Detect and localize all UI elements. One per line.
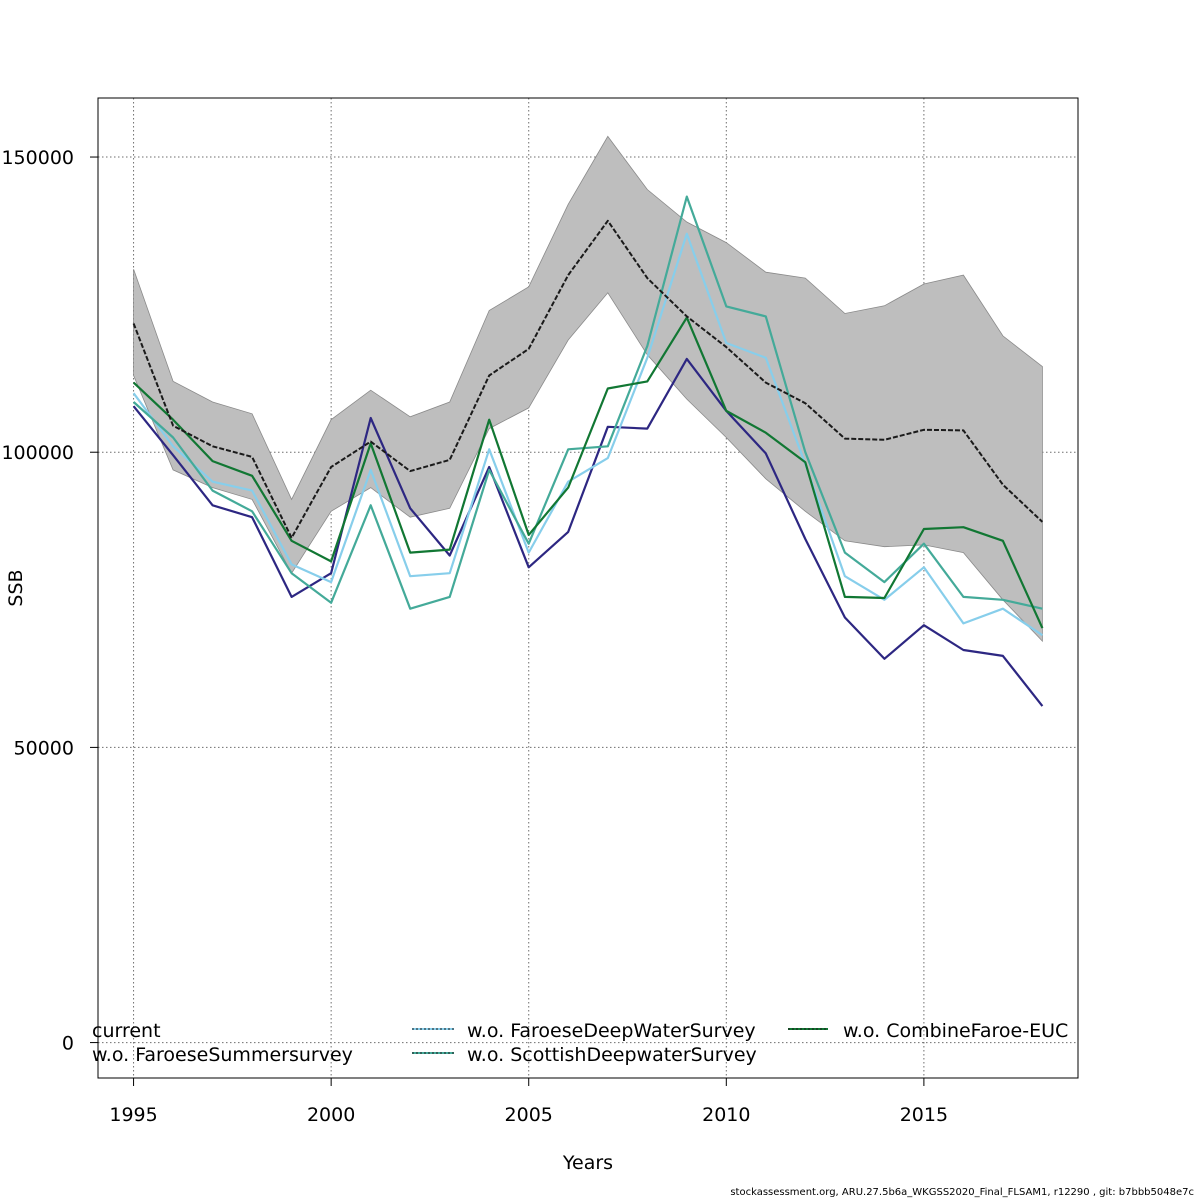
x-tick-label-2010: 2010 bbox=[702, 1104, 750, 1126]
x-axis-ticks: 1995 2000 2005 2010 2015 bbox=[109, 1078, 948, 1126]
series-lines bbox=[132, 195, 1044, 707]
series-line-4 bbox=[132, 316, 1044, 629]
y-axis-ticks: 0 50000 100000 150000 bbox=[1, 147, 98, 1055]
x-axis-title: Years bbox=[562, 1152, 613, 1174]
y-tick-label-100000: 100000 bbox=[1, 442, 74, 464]
legend-label-1: w.o. FaroeseSummersurvey bbox=[92, 1044, 353, 1066]
series-line-2 bbox=[132, 232, 1044, 637]
series-line-0 bbox=[132, 219, 1044, 539]
legend-label-3: w.o. ScottishDeepwaterSurvey bbox=[467, 1044, 757, 1066]
y-tick-label-0: 0 bbox=[62, 1033, 74, 1055]
series-line-1 bbox=[132, 357, 1044, 707]
series-line-3 bbox=[132, 195, 1043, 610]
confidence-band-area bbox=[133, 135, 1043, 643]
y-axis-title: SSB bbox=[5, 569, 27, 606]
x-tick-label-1995: 1995 bbox=[109, 1104, 157, 1126]
legend-label-2: w.o. FaroeseDeepWaterSurvey bbox=[467, 1020, 756, 1042]
legend-label-0: current bbox=[92, 1020, 161, 1042]
x-tick-label-2000: 2000 bbox=[307, 1104, 355, 1126]
x-tick-label-2015: 2015 bbox=[900, 1104, 948, 1126]
y-tick-label-50000: 50000 bbox=[14, 737, 74, 759]
y-tick-label-150000: 150000 bbox=[1, 147, 74, 169]
plot-frame bbox=[97, 97, 1079, 1079]
footer-credit: stockassessment.org, ARU.27.5b6a_WKGSS20… bbox=[730, 1187, 1194, 1198]
x-tick-label-2005: 2005 bbox=[505, 1104, 553, 1126]
confidence-band bbox=[133, 135, 1043, 643]
legend-label-4: w.o. CombineFaroe-EUC bbox=[843, 1020, 1068, 1042]
